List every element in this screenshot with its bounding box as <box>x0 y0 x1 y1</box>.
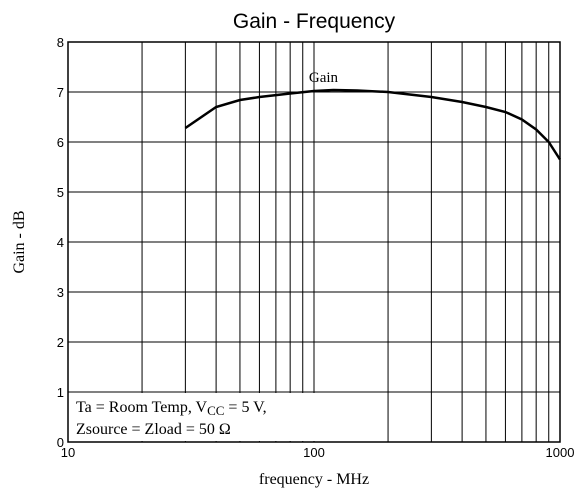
y-tick-label: 7 <box>57 85 64 100</box>
annotation-box <box>69 393 331 441</box>
x-tick-label: 100 <box>303 445 325 460</box>
y-tick-label: 6 <box>57 135 64 150</box>
y-axis-label: Gain - dB <box>11 210 28 273</box>
annotation-text: Ta = Room Temp, V <box>76 399 208 416</box>
x-axis-label: frequency - MHz <box>259 471 369 488</box>
y-tick-label: 3 <box>57 285 64 300</box>
y-tick-label: 1 <box>57 385 64 400</box>
chart-title: Gain - Frequency <box>233 10 396 33</box>
y-tick-label: 2 <box>57 335 64 350</box>
y-tick-label: 5 <box>57 185 64 200</box>
annotation: Zsource = Zload = 50 Ω <box>76 421 231 438</box>
y-tick-label: 8 <box>57 35 64 50</box>
y-tick-label: 4 <box>57 235 64 250</box>
annotation-text: = 5 V, <box>224 399 266 416</box>
x-tick-label: 1000 <box>546 445 575 460</box>
y-tick-label: 0 <box>57 435 64 450</box>
data-line <box>184 88 562 161</box>
frame <box>67 41 561 443</box>
x-tick-label: 10 <box>61 445 75 460</box>
annotation-sub: CC <box>207 403 224 418</box>
annotation: Ta = Room Temp, VCC = 5 V, <box>76 399 267 418</box>
series-label: Gain <box>309 70 339 86</box>
